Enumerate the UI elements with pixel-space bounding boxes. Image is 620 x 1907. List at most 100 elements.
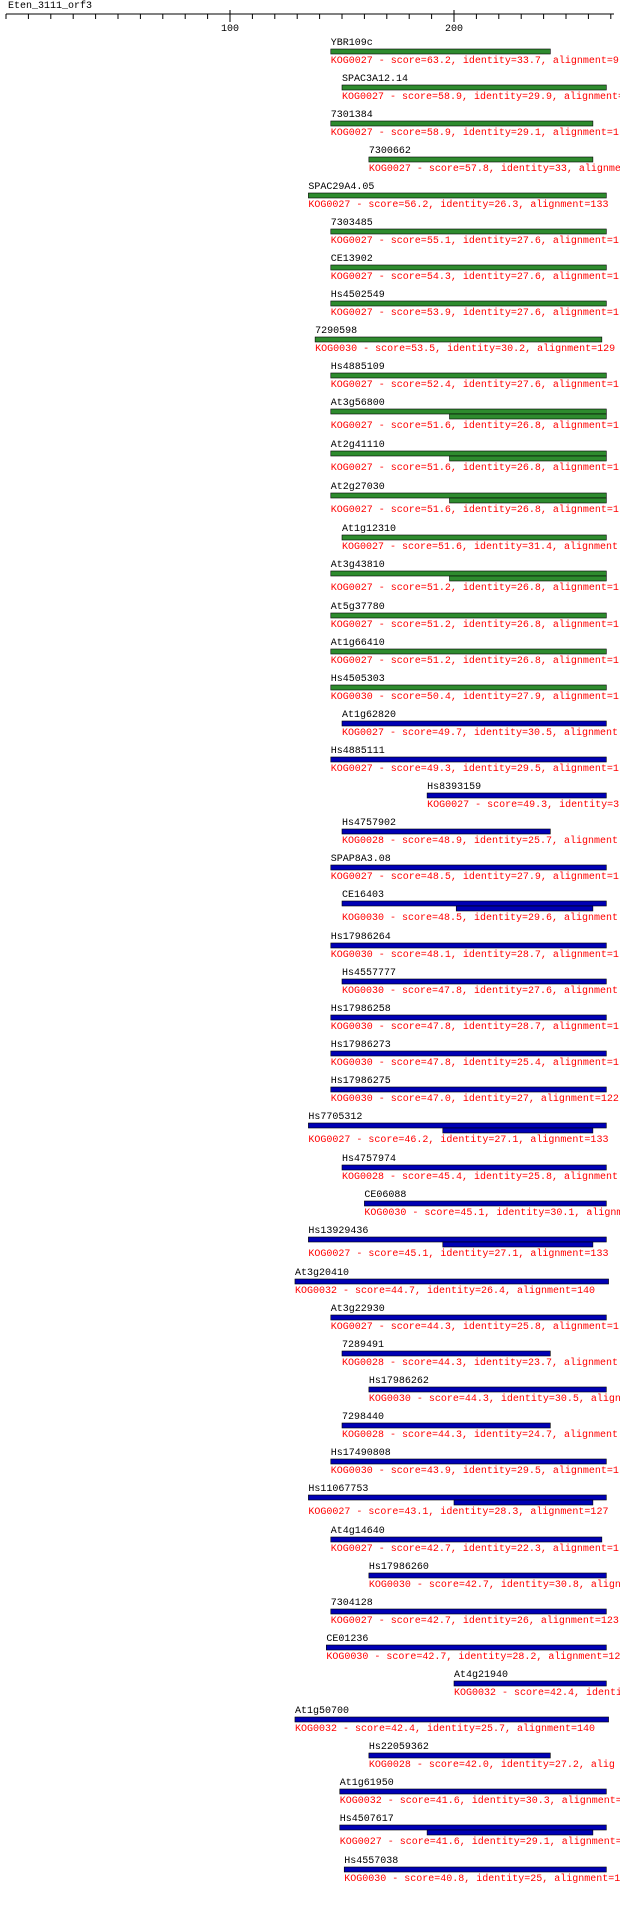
hit-name: 7304128: [331, 1598, 373, 1609]
hit-name: 7289491: [342, 1340, 384, 1351]
hit-bar: [368, 1752, 551, 1759]
ruler-title: Eten_3111_orf3: [8, 0, 92, 12]
hit-name: YBR109c: [331, 38, 373, 49]
hit-label: KOG0027 - score=45.1, identity=27.1, ali…: [308, 1248, 608, 1260]
hit-bar: [330, 228, 607, 235]
hit-bar: [449, 575, 607, 582]
hit-name: At1g50700: [295, 1706, 349, 1717]
hit-name: CE01236: [326, 1634, 368, 1645]
hit-name: At2g27030: [331, 482, 385, 493]
hit-name: Hs4502549: [331, 290, 385, 301]
hit-label: KOG0027 - score=48.5, identity=27.9, ali…: [331, 871, 619, 883]
hit-name: Hs4757974: [342, 1154, 396, 1165]
hit-label: KOG0027 - score=49.3, identity=29.5, ali…: [331, 763, 619, 775]
hit-label: KOG0027 - score=57.8, identity=33, align…: [369, 163, 620, 175]
hit-label: KOG0027 - score=49.3, identity=3: [427, 799, 619, 811]
hit-label: KOG0030 - score=44.3, identity=30.5, ali…: [369, 1393, 620, 1405]
hit-label: KOG0027 - score=42.7, identity=22.3, ali…: [331, 1543, 619, 1555]
hit-name: CE06088: [364, 1190, 406, 1201]
hit-label: KOG0028 - score=44.3, identity=24.7, ali…: [342, 1429, 618, 1441]
hit-bar: [449, 413, 607, 420]
ruler-tick-label: 200: [445, 24, 463, 35]
hit-label: KOG0027 - score=49.7, identity=30.5, ali…: [342, 727, 618, 739]
hit-label: KOG0030 - score=47.8, identity=28.7, ali…: [331, 1021, 619, 1033]
hit-bar: [368, 1572, 607, 1579]
hit-name: SPAP8A3.08: [331, 854, 391, 865]
hit-name: SPAC29A4.05: [308, 182, 374, 193]
hit-name: At3g22930: [331, 1304, 385, 1315]
hit-label: KOG0027 - score=51.2, identity=26.8, ali…: [331, 655, 619, 667]
hit-bar: [453, 1680, 607, 1687]
hit-name: At1g66410: [331, 638, 385, 649]
hit-bar: [330, 450, 607, 457]
hit-label: KOG0027 - score=53.9, identity=27.6, ali…: [331, 307, 619, 319]
hit-label: KOG0030 - score=50.4, identity=27.9, ali…: [331, 691, 619, 703]
hit-label: KOG0027 - score=44.3, identity=25.8, ali…: [331, 1321, 619, 1333]
hit-bar: [330, 864, 607, 871]
hit-name: Hs22059362: [369, 1742, 429, 1753]
hit-bar: [455, 905, 594, 912]
hit-label: KOG0030 - score=48.1, identity=28.7, ali…: [331, 949, 619, 961]
hit-label: KOG0030 - score=40.8, identity=25, align…: [344, 1873, 620, 1885]
hit-label: KOG0027 - score=51.6, identity=26.8, ali…: [331, 420, 619, 432]
hit-bar: [341, 900, 607, 907]
hit-bar: [330, 120, 594, 127]
hit-label: KOG0032 - score=42.4, identity=25.7, ali…: [295, 1723, 595, 1735]
hit-bar: [308, 192, 607, 199]
hit-bar: [341, 84, 607, 91]
hit-bar: [330, 1086, 607, 1093]
hit-bar: [343, 1866, 607, 1873]
hit-name: Hs4757902: [342, 818, 396, 829]
hit-name: Hs17986264: [331, 932, 391, 943]
hit-bar: [330, 1608, 607, 1615]
hit-name: Hs4505303: [331, 674, 385, 685]
hit-name: CE16403: [342, 890, 384, 901]
hit-bar: [426, 1829, 594, 1836]
hit-name: Hs17986275: [331, 1076, 391, 1087]
hit-name: Hs4557777: [342, 968, 396, 979]
hit-label: KOG0027 - score=51.2, identity=26.8, ali…: [331, 582, 619, 594]
hit-label: KOG0027 - score=42.7, identity=26, align…: [331, 1615, 619, 1627]
hit-label: KOG0027 - score=58.9, identity=29.1, ali…: [331, 127, 619, 139]
hit-name: Hs4557038: [344, 1856, 398, 1867]
hit-label: KOG0027 - score=51.6, identity=26.8, ali…: [331, 462, 619, 474]
hit-name: Hs11067753: [308, 1484, 368, 1495]
hit-name: 7298440: [342, 1412, 384, 1423]
hit-label: KOG0028 - score=44.3, identity=23.7, ali…: [342, 1357, 618, 1369]
hit-name: At1g62820: [342, 710, 396, 721]
hit-name: 7301384: [331, 110, 373, 121]
hit-name: 7300662: [369, 146, 411, 157]
hit-name: Hs4885111: [331, 746, 385, 757]
hit-bar: [326, 1644, 607, 1651]
hit-name: CE13902: [331, 254, 373, 265]
hit-label: KOG0028 - score=42.0, identity=27.2, ali…: [369, 1759, 615, 1771]
hit-name: At3g43810: [331, 560, 385, 571]
hit-bar: [308, 1494, 607, 1501]
hit-bar: [314, 336, 603, 343]
hit-name: At3g20410: [295, 1268, 349, 1279]
hit-label: KOG0027 - score=41.6, identity=29.1, ali…: [340, 1836, 620, 1848]
hit-bar: [449, 497, 607, 504]
hit-label: KOG0027 - score=43.1, identity=28.3, ali…: [308, 1506, 608, 1518]
hit-bar: [330, 300, 607, 307]
hit-bar: [368, 156, 594, 163]
hit-bar: [341, 720, 607, 727]
hit-bar: [330, 408, 607, 415]
hit-bar: [330, 648, 607, 655]
hit-bar: [294, 1278, 609, 1285]
hit-bar: [330, 264, 607, 271]
hit-bar: [330, 1314, 607, 1321]
hit-name: Hs17986258: [331, 1004, 391, 1015]
hit-bar: [449, 455, 607, 462]
hit-label: KOG0030 - score=47.0, identity=27, align…: [331, 1093, 619, 1105]
hit-label: KOG0032 - score=41.6, identity=30.3, ali…: [340, 1795, 620, 1807]
hit-bar: [426, 792, 607, 799]
hit-name: At2g41110: [331, 440, 385, 451]
hit-bar: [442, 1127, 594, 1134]
hit-name: Hs13929436: [308, 1226, 368, 1237]
hit-bar: [330, 372, 607, 379]
hit-label: KOG0032 - score=44.7, identity=26.4, ali…: [295, 1285, 595, 1297]
hit-name: Hs17490808: [331, 1448, 391, 1459]
hit-name: Hs4507617: [340, 1814, 394, 1825]
hit-bar: [330, 570, 607, 577]
